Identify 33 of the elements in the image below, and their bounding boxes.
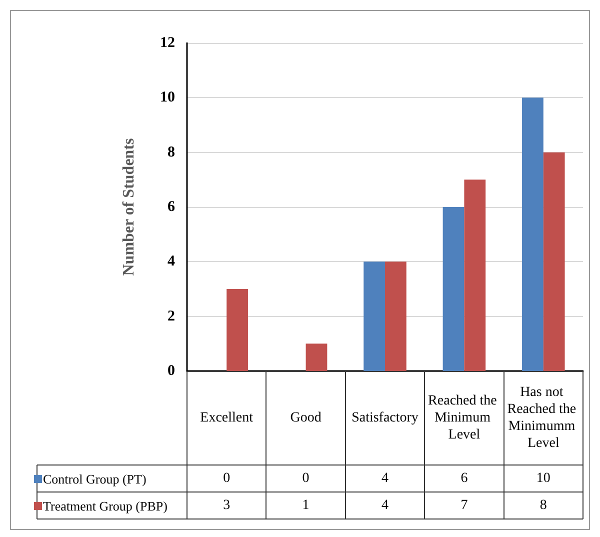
data-label: 3 [222,497,232,515]
y-tick-label: 6 [168,199,176,215]
data-label: 8 [538,497,548,515]
data-label: 4 [380,497,390,515]
bar [364,262,385,371]
bar [522,98,544,371]
y-axis-title: Number of Students [120,138,138,276]
y-tick-label: 4 [168,254,176,270]
bar [385,262,406,371]
x-tick-label: Reached the Minimum Level [428,394,500,442]
legend-label: Control Group (PT) [43,472,146,486]
y-tick-label: 12 [160,35,175,51]
y-tick-label: 8 [168,144,175,160]
bar [442,207,464,371]
data-label: 4 [380,470,390,488]
bar [226,289,248,371]
data-label: 10 [535,470,552,488]
legend-label: Treatment Group (PBP) [43,498,168,514]
data-label: 1 [301,497,310,515]
data-label: 7 [460,497,469,515]
x-tick-label: Has not Reached the Minimumm Level [507,385,580,451]
bar [543,152,565,371]
bar [464,180,486,371]
y-tick-label: 0 [168,363,175,379]
x-tick-label: Good [290,410,322,426]
y-tick-label: 2 [168,308,175,324]
x-tick-label: Satisfactory [352,410,418,426]
x-tick-label: Excellent [200,410,254,426]
data-label: 6 [460,470,469,488]
y-tick-label: 10 [160,90,175,106]
bar [306,344,328,371]
data-label: 0 [222,470,232,488]
data-label: 0 [301,470,310,488]
